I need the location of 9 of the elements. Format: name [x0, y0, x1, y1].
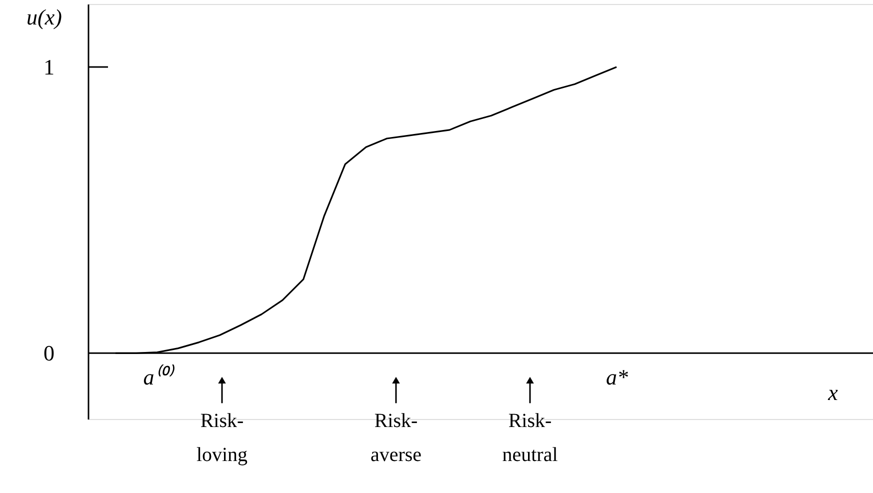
text: x: [827, 380, 838, 406]
annotation: Risk- neutral: [502, 410, 558, 466]
y-tick-label: 1: [44, 54, 54, 80]
y-tick-label: 0: [44, 340, 54, 366]
annotation: Risk- averse: [370, 410, 422, 466]
x-tick-label: a*: [606, 364, 628, 390]
x-tick-label: a⁽⁰⁾: [143, 364, 176, 390]
y-axis-title: u(x): [26, 4, 62, 30]
annotation: Risk- loving: [196, 410, 248, 466]
